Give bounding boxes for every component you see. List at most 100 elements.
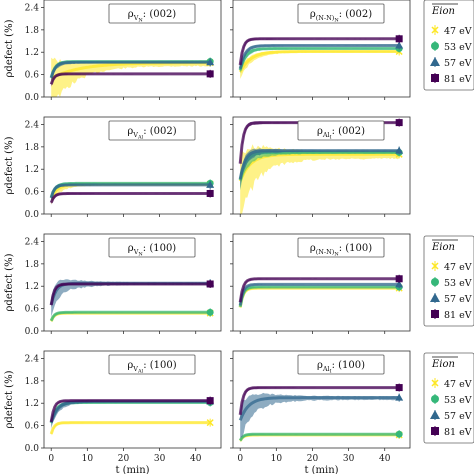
x-tick-label: 30 (343, 454, 355, 464)
legend-label: 53 eV (444, 42, 472, 53)
plot-frame (232, 233, 411, 332)
series-band-47eV (240, 50, 400, 79)
legend-label: 53 eV (444, 395, 472, 406)
panels-group: 0.0 0.6 1.2 1.8 2.4 ρVN: (002) ρdefect (%) ρ(N-… (4, 0, 411, 464)
panel-title: ρ(N-N)N: (100) (310, 243, 372, 258)
legend-title: Eion (431, 359, 455, 370)
y-tick-label: 0.0 (25, 210, 40, 220)
series-line-81eV (49, 399, 211, 423)
legend-label: 57 eV (444, 411, 472, 422)
legend-row1: Eion 47 eV 53 eV 57 eV 81 eV (423, 0, 474, 91)
marker-57eV (206, 180, 215, 188)
y-tick-label: 1.8 (25, 377, 40, 387)
plot-frame (232, 116, 411, 215)
panel-title-box (108, 237, 196, 258)
marker-81eV (206, 189, 214, 197)
legend-label: 57 eV (444, 294, 472, 305)
panel-title: ρ(N-N)N: (002) (310, 9, 372, 24)
legend-marker-81eV (431, 427, 439, 435)
y-tick-label: 1.8 (25, 260, 40, 270)
plot-frame (232, 0, 411, 98)
legend-label: 57 eV (444, 58, 472, 69)
panel-row4-left: 0.0 0.6 1.2 1.8 2.4 0 10 20 30 40 ρVAl: (100) ρdefe… (4, 350, 222, 464)
series-line-81eV (49, 282, 211, 306)
marker-81eV (206, 70, 214, 78)
panel-title-box (297, 354, 385, 375)
series-line-81eV (238, 37, 400, 66)
y-tick-label: 0.6 (25, 422, 40, 432)
legend-label: 47 eV (444, 262, 472, 273)
panel-row1-right: ρ(N-N)N: (002) (230, 0, 411, 100)
legend-marker-57eV (430, 57, 440, 66)
marker-81eV (395, 275, 403, 283)
y-tick-label: 0.0 (25, 444, 40, 454)
x-axis-label: t (min) (304, 465, 338, 474)
panel-title-box (108, 120, 196, 141)
panel-title-box (297, 120, 385, 141)
plot-frame (43, 116, 222, 215)
legend-marker-47eV (431, 262, 439, 270)
panel-row2-left: 0.0 0.6 1.2 1.8 2.4 ρVAl: (002) ρdefect (%) (4, 116, 222, 220)
figure-labels: t (min) t (min) (115, 465, 338, 474)
y-axis-label: ρdefect (%) (4, 136, 15, 194)
legend-marker-81eV (431, 74, 439, 82)
panel-title: ρVAl: (002) (127, 126, 176, 141)
marker-57eV (395, 280, 404, 288)
series-band-47eV (240, 144, 400, 214)
legend-label: 47 eV (444, 379, 472, 390)
series-line-81eV (238, 386, 400, 416)
x-tick-label: 0 (48, 454, 54, 464)
panel-title-box (108, 3, 196, 24)
y-axis-label: ρdefect (%) (4, 370, 15, 428)
y-axis-label: ρdefect (%) (4, 19, 15, 77)
x-tick-label: 10 (271, 454, 283, 464)
y-tick-label: 1.2 (25, 282, 39, 292)
panel-row1-left: 0.0 0.6 1.2 1.8 2.4 ρVN: (002) ρdefect (%) (4, 0, 222, 103)
marker-57eV (395, 393, 404, 401)
plot-frame (43, 0, 222, 98)
x-tick-label: 40 (190, 454, 202, 464)
plot-frame (232, 350, 411, 449)
legend-row3: Eion 47 eV 53 eV 57 eV 81 eV (423, 235, 474, 327)
x-tick-label: 20 (307, 454, 319, 464)
series-line-81eV (49, 192, 211, 204)
panel-title-box (297, 237, 385, 258)
panel-title-box (108, 354, 196, 375)
legend-title: Eion (431, 6, 455, 17)
marker-47eV (206, 419, 214, 427)
legend-marker-81eV (431, 310, 439, 318)
legend-label: 47 eV (444, 26, 472, 37)
series-line-81eV (238, 277, 400, 303)
y-tick-label: 1.8 (25, 143, 40, 153)
series-line-53eV (238, 432, 400, 442)
y-tick-label: 0.6 (25, 71, 40, 81)
x-axis-label: t (min) (115, 465, 149, 474)
plot-frame (43, 233, 222, 332)
panel-row3-right: ρ(N-N)N: (100) (230, 233, 411, 334)
panel-title: ρVAl: (100) (127, 360, 176, 375)
panel-row4-right: 0 10 20 30 40 ρAlI: (100) (230, 350, 411, 464)
y-tick-label: 2.4 (25, 237, 40, 247)
panel-title: ρVN: (100) (128, 243, 177, 258)
y-tick-label: 2.4 (25, 120, 40, 130)
series-line-53eV (238, 285, 400, 308)
plot-frame (43, 350, 222, 449)
y-tick-label: 0.6 (25, 305, 40, 315)
series-line-47eV (49, 421, 211, 435)
series-line-57eV (238, 149, 400, 180)
marker-57eV (395, 41, 404, 49)
series-line-53eV (238, 47, 400, 71)
legend-label: 81 eV (444, 427, 472, 438)
y-tick-label: 1.2 (25, 165, 39, 175)
panel-title: ρAlI: (100) (317, 360, 365, 375)
marker-81eV (395, 384, 403, 392)
legend-label: 81 eV (444, 310, 472, 321)
legend-marker-57eV (430, 293, 440, 302)
x-tick-label: 0 (237, 454, 243, 464)
legend-marker-53eV (431, 42, 439, 50)
legend-marker-47eV (431, 26, 439, 34)
y-tick-label: 0.0 (25, 93, 40, 103)
marker-81eV (395, 35, 403, 43)
y-tick-label: 2.4 (25, 354, 40, 364)
panel-row2-right: ρAlI: (002) (230, 116, 411, 217)
